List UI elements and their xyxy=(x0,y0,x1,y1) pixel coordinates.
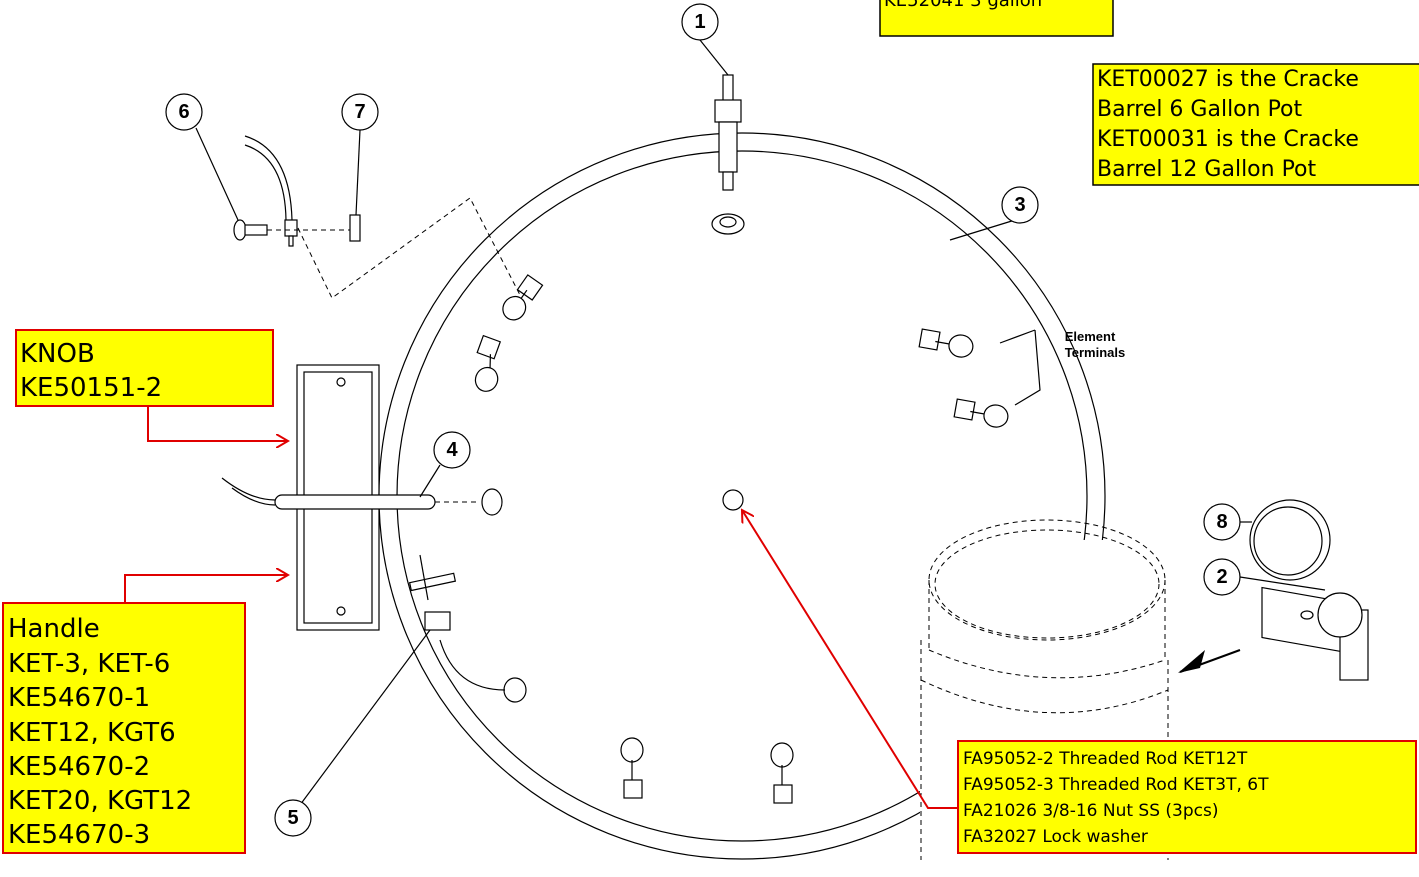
callout: 4 xyxy=(446,439,458,461)
callout: 5 xyxy=(287,807,298,829)
leader xyxy=(300,630,430,805)
note-text: FA32027 Lock washer xyxy=(963,827,1148,847)
note-text: FA95052-2 Threaded Rod KET12T xyxy=(963,749,1248,769)
arrow xyxy=(148,406,288,441)
note-text: KET00031 is the Cracke xyxy=(1097,127,1359,152)
note-text: KE54670-3 xyxy=(8,820,150,850)
callout: 3 xyxy=(1014,194,1025,216)
note-text: KNOB xyxy=(20,339,95,369)
note-text: KE52041 3 gallon xyxy=(884,0,1042,11)
note-text: KET-3, KET-6 xyxy=(8,649,170,679)
note-text: FA95052-3 Threaded Rod KET3T, 6T xyxy=(963,775,1269,795)
label: Terminals xyxy=(1065,345,1125,360)
note-text: KE54670-2 xyxy=(8,752,150,782)
note-text: Barrel 12 Gallon Pot xyxy=(1097,157,1317,182)
parts-diagram: 1 2 3 4 5 6 7 8 Element Terminals KE5204… xyxy=(0,0,1419,877)
note-text: KE54670-1 xyxy=(8,683,150,713)
note-text: FA21026 3/8-16 Nut SS (3pcs) xyxy=(963,801,1218,821)
note-text: KE50151-2 xyxy=(20,373,162,403)
callout: 6 xyxy=(178,101,189,123)
note-text: KET00027 is the Cracke xyxy=(1097,67,1359,92)
callout: 1 xyxy=(694,11,705,33)
note-text: Handle xyxy=(8,614,100,644)
arrow xyxy=(125,575,288,603)
note-text: KET12, KGT6 xyxy=(8,718,176,748)
note-text: Barrel 6 Gallon Pot xyxy=(1097,97,1303,122)
label: Element xyxy=(1065,329,1116,344)
note-text: KET20, KGT12 xyxy=(8,786,192,816)
callout: 2 xyxy=(1216,566,1227,588)
callout: 7 xyxy=(354,101,365,123)
callout: 8 xyxy=(1216,511,1227,533)
